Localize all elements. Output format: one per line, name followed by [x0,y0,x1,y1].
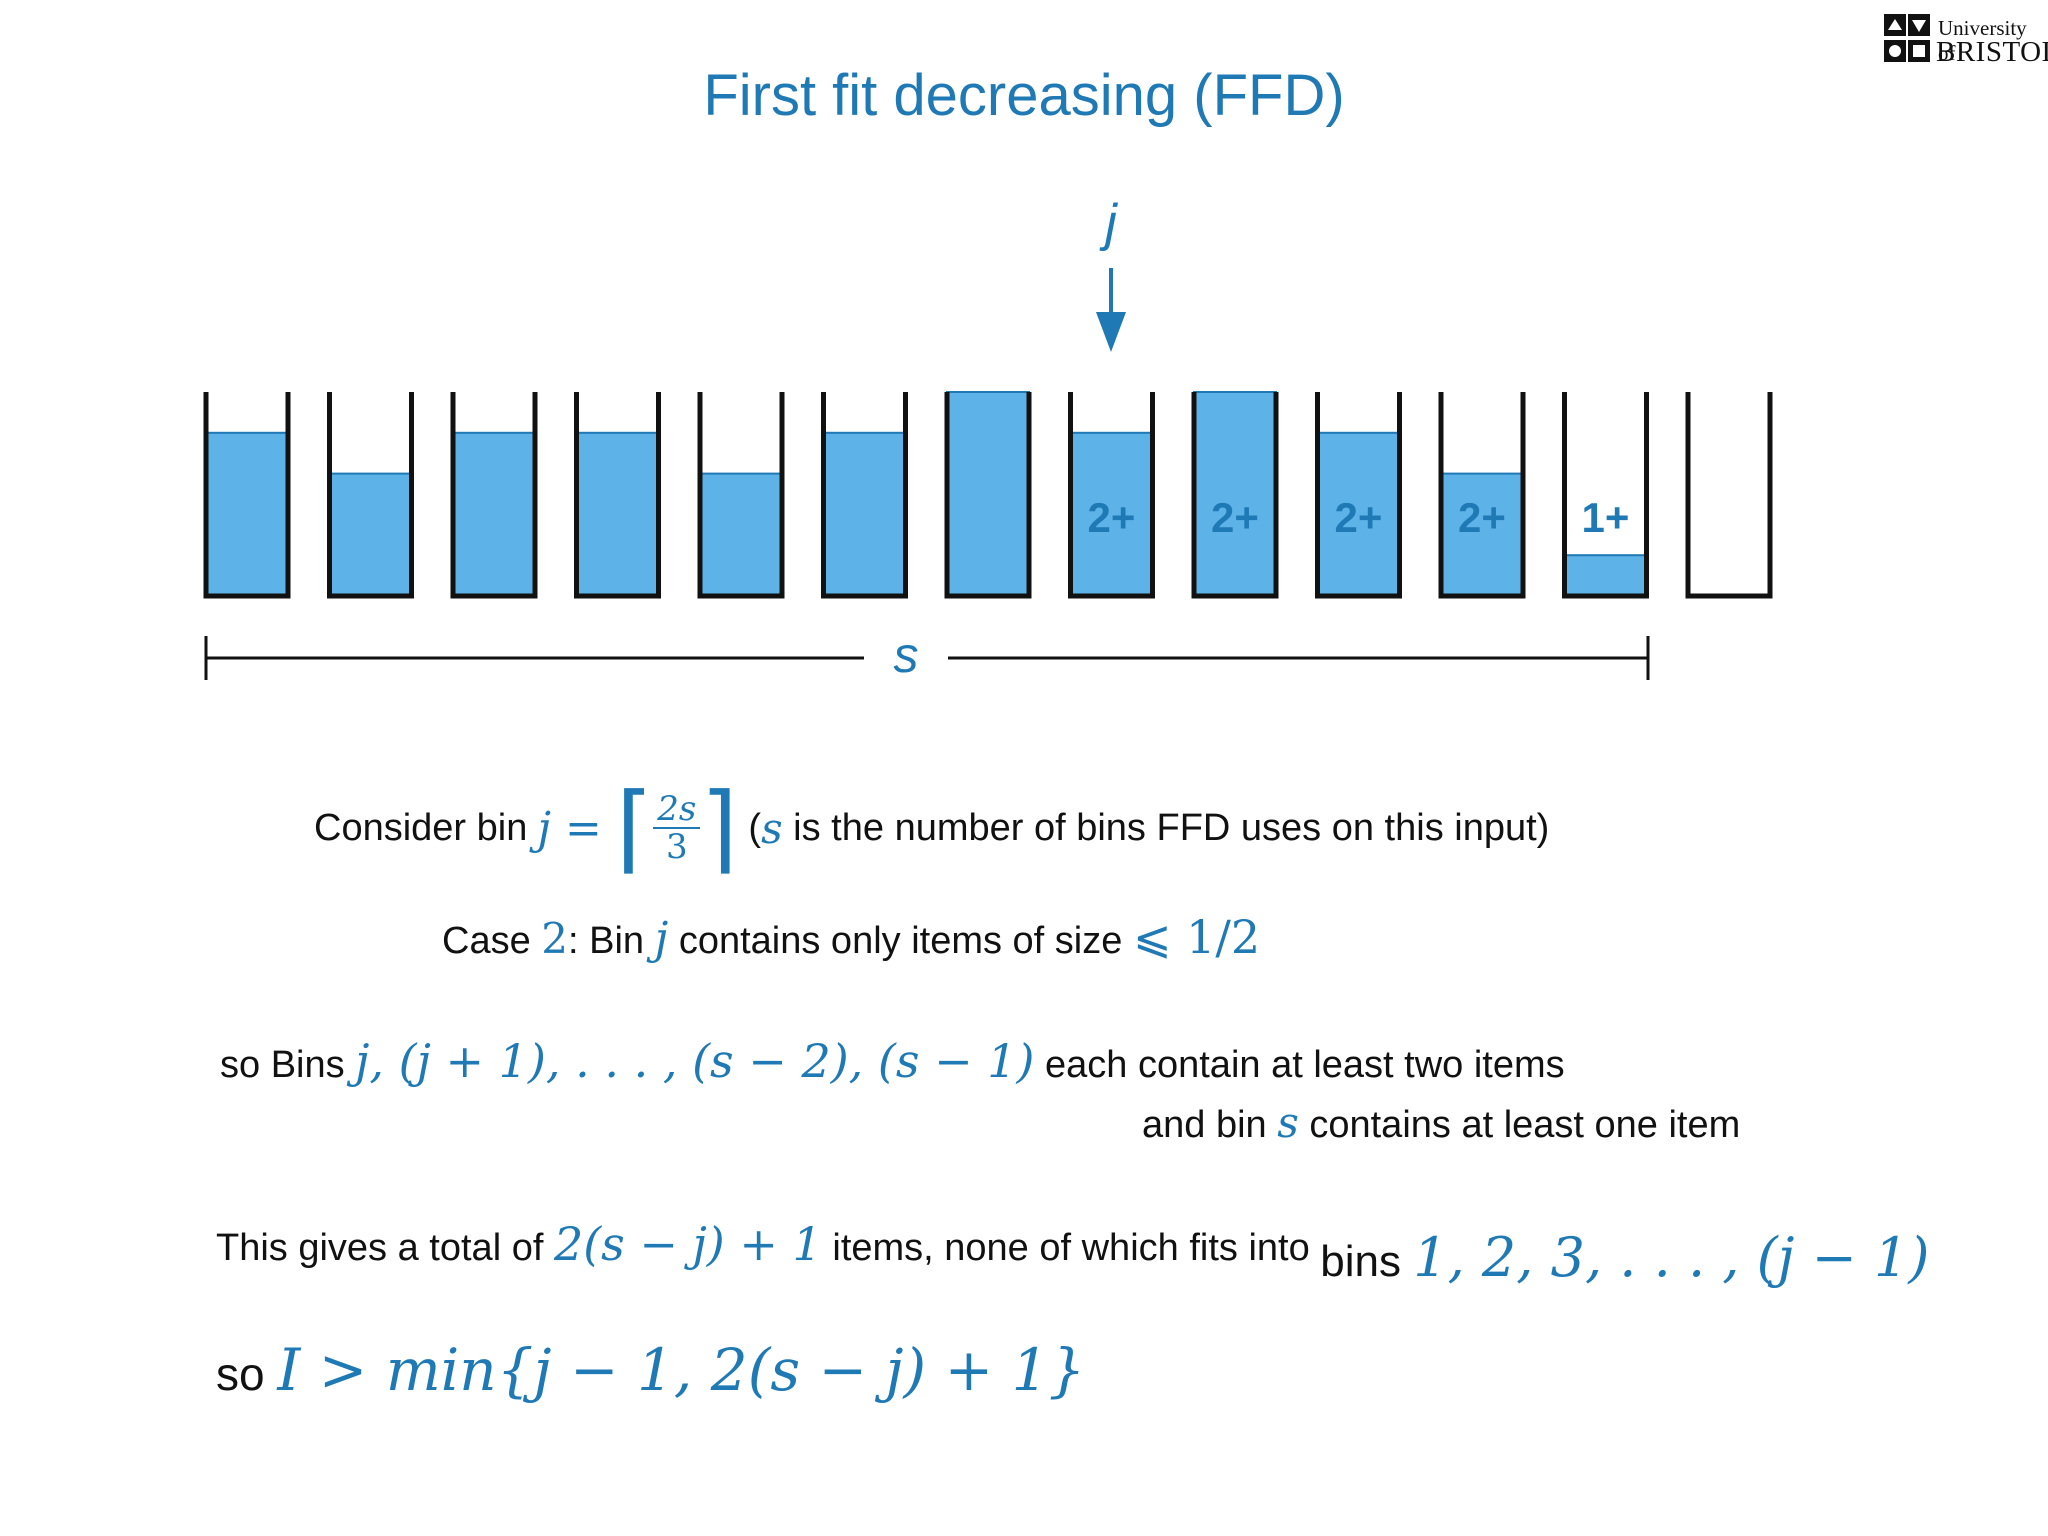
total-line: This gives a total of 2(s − j) + 1 items… [216,1210,1929,1289]
bin-outline [944,392,1032,599]
fraction-numerator: 2s [653,791,701,829]
bin-fill [946,391,1030,597]
bin-9: 2+ [1191,391,1279,599]
bin-fill [452,431,536,597]
bin-outline [574,392,661,599]
case-math: ⩽ 1/2 [1132,910,1261,964]
bin-6 [821,392,908,599]
bin-label: 2+ [1088,494,1136,541]
case-line: Case 2: Bin j contains only items of siz… [442,910,1260,964]
logo-text-line2: BRISTOL [1936,36,2048,68]
total-mid: items, none of which fits into [821,1227,1321,1269]
bin-fill [1193,391,1277,597]
bin-10: 2+ [1315,392,1402,599]
consider-paren-var: s [761,803,783,853]
pointer-label: j [1099,194,1118,252]
fraction: 2s 3 [653,791,701,867]
bin-outline [203,392,291,599]
university-logo [1880,12,2048,68]
bins-group: 2+ 2+ 2+ 2+ 1+ [203,391,1773,599]
pointer-arrow [1096,268,1126,352]
bin-3 [450,392,538,599]
conclusion-prefix: so [216,1348,278,1400]
bin-outline [1685,392,1773,599]
bin-outline [697,392,785,599]
case-var: j [654,913,669,964]
bin-11: 2+ [1438,392,1526,599]
bin-5 [697,392,785,599]
ceil-right: ⌉ [700,772,738,884]
case-mid1: : Bin [568,920,655,962]
bin-s-prefix: and bin [1142,1104,1278,1146]
total-prefix: This gives a total of [216,1227,554,1269]
fraction-denominator: 3 [666,827,688,867]
total-math: 2(s − j) + 1 [553,1217,822,1271]
bin-8: 2+ [1068,392,1155,599]
bin-fill [328,472,413,598]
bin-outline [450,392,538,599]
bin-1 [203,392,291,599]
bins-line: so Bins j, (j + 1), . . . , (s − 2), (s … [220,1034,1565,1088]
consider-paren: ( [737,806,762,849]
conclusion-line: so I > min{j − 1, 2(s − j) + 1} [216,1336,1085,1404]
bin-13 [1685,392,1773,599]
bin-outline [1438,392,1526,599]
consider-prefix: Consider bin [314,806,528,849]
consider-line: Consider bin j = ⌈ 2s 3 ⌉ ( s is the num… [314,778,1549,878]
span-label: s [894,627,919,683]
slide-title: First fit decreasing (FFD) [703,63,1345,128]
case-mid2: contains only items of size [668,920,1133,962]
bin-outline [327,392,414,599]
bins-diagram: j 2+ 2+ 2+ 2+ 1+ s [203,194,1773,683]
consider-var: j [537,802,551,854]
bin-fill [1069,431,1154,597]
bin-fill [1440,472,1524,598]
case-number: 2 [541,914,569,963]
bin-12: 1+ [1562,392,1649,599]
bin-label: 2+ [1458,494,1506,541]
bins-math: j, (j + 1), . . . , (s − 2), (s − 1) [355,1034,1035,1088]
bin-fill [575,431,660,597]
bin-s-line: and bin s contains at least one item [1142,1098,1740,1147]
span-bracket [204,636,1650,680]
bin-label: 2+ [1335,494,1383,541]
bin-outline [1191,392,1279,599]
bin-outline [1315,392,1402,599]
bin-outline [1068,392,1155,599]
consider-suffix: is the number of bins FFD uses on this i… [782,806,1550,849]
conclusion-math: I > min{j − 1, 2(s − j) + 1} [277,1336,1086,1404]
bin-label: 1+ [1582,494,1630,541]
consider-eq: = [551,802,616,854]
bin-fill [205,431,289,597]
crest-icon [1884,14,1930,62]
case-prefix: Case [442,920,542,962]
bin-fill [822,431,907,597]
bin-label: 2+ [1211,494,1259,541]
bin-4 [574,392,661,599]
total-bins-word: bins [1320,1237,1414,1286]
ceil-left: ⌈ [615,772,654,884]
logo-text-line1: University of [1938,16,2027,65]
bins-prefix: so Bins [220,1044,356,1086]
bins-suffix: each contain at least two items [1034,1044,1565,1086]
bin-2 [327,392,414,599]
total-math2: 1, 2, 3, . . . , (j − 1) [1413,1226,1930,1289]
bin-outline [1562,392,1649,599]
bin-fill [1563,554,1648,598]
bin-fill [699,472,783,598]
bin-s-suffix: contains at least one item [1298,1104,1741,1146]
bin-outline [821,392,908,599]
bin-7 [944,391,1032,599]
bin-s-var: s [1277,1098,1299,1147]
